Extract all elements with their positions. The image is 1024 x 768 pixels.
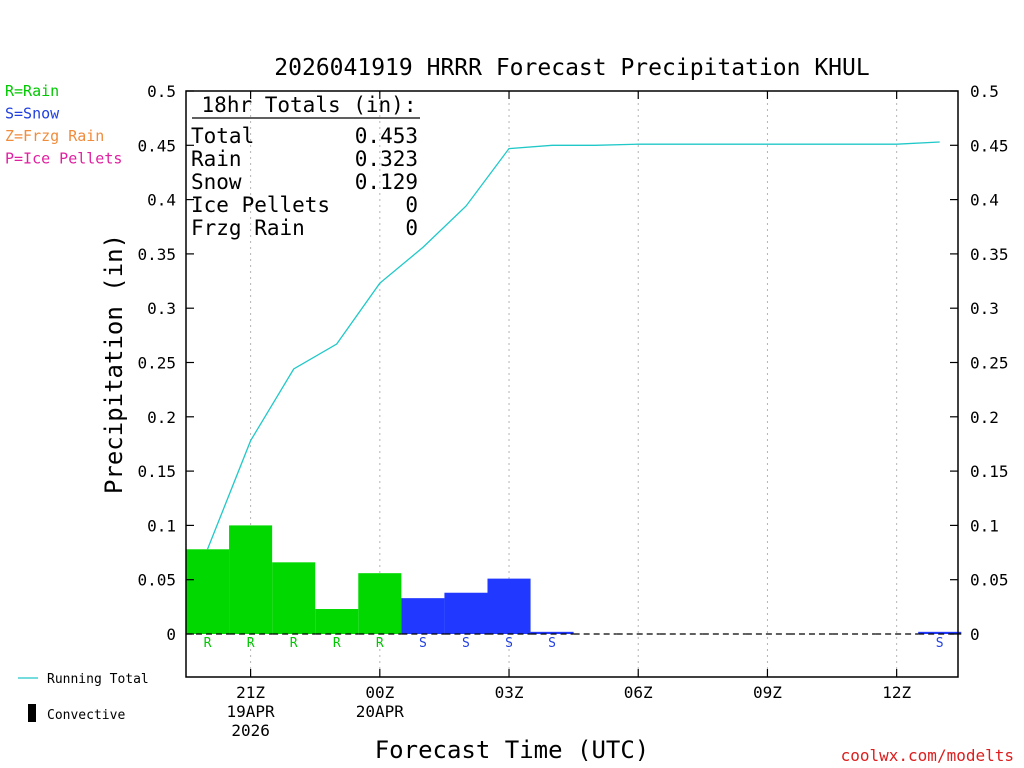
y-tick-label: 0.35 bbox=[137, 245, 176, 264]
y-tick-label: 0.4 bbox=[147, 191, 176, 210]
y-tick-label: 0.15 bbox=[970, 462, 1009, 481]
chart-title: 2026041919 HRRR Forecast Precipitation K… bbox=[274, 55, 869, 81]
convective-legend-label: Convective bbox=[47, 708, 125, 723]
x-tick-label: 03Z bbox=[495, 683, 524, 702]
totals-value: 0 bbox=[405, 193, 418, 217]
precip-bar bbox=[530, 631, 574, 634]
totals-heading: 18hr Totals (in): bbox=[202, 93, 417, 117]
y-tick-label: 0.2 bbox=[147, 408, 176, 427]
bars bbox=[186, 525, 962, 635]
precip-bar bbox=[358, 573, 402, 634]
ptype-legend: R=Rain S=Snow Z=Frzg Rain P=Ice Pellets bbox=[5, 82, 122, 168]
precip-bar bbox=[229, 525, 273, 634]
ptype-marker: S bbox=[505, 636, 513, 651]
y-tick-label: 0 bbox=[970, 625, 980, 644]
y-axis-ticks: 0 00.05 0.050.1 0.10.15 0.150.2 0.20.25 0.250.… bbox=[137, 82, 1008, 644]
convective-legend-swatch bbox=[28, 704, 36, 722]
credit-text: coolwx.com/modelts bbox=[841, 746, 1014, 765]
ptype-marker: S bbox=[548, 636, 556, 651]
y-tick-label: 0.35 bbox=[970, 245, 1009, 264]
y-tick-label: 0.2 bbox=[970, 408, 999, 427]
y-tick-label: 0.1 bbox=[970, 516, 999, 535]
y-tick-label: 0.4 bbox=[970, 191, 999, 210]
precip-bar bbox=[487, 578, 531, 634]
totals-value: 0 bbox=[405, 216, 418, 240]
y-tick-label: 0.5 bbox=[970, 82, 999, 101]
ptype-marker: R bbox=[204, 636, 212, 651]
x-tick-label: 09Z bbox=[753, 683, 782, 702]
y-tick-label: 0.45 bbox=[137, 136, 176, 155]
precip-bar bbox=[918, 631, 962, 634]
y-tick-label: 0.05 bbox=[970, 571, 1009, 590]
totals-label: Snow bbox=[191, 170, 242, 194]
ptype-marker: S bbox=[936, 636, 944, 651]
y-tick-label: 0.45 bbox=[970, 136, 1009, 155]
x-axis-title: Forecast Time (UTC) bbox=[375, 736, 650, 764]
ptype-marker: R bbox=[290, 636, 298, 651]
totals-value: 0.129 bbox=[355, 170, 418, 194]
ptype-legend-item: Z=Frzg Rain bbox=[5, 127, 104, 145]
y-tick-label: 0.3 bbox=[970, 299, 999, 318]
running-total-legend-label: Running Total bbox=[47, 672, 149, 687]
y-tick-label: 0.15 bbox=[137, 462, 176, 481]
precip-bar bbox=[186, 549, 230, 634]
ptype-marker: S bbox=[462, 636, 470, 651]
ptype-marker: R bbox=[333, 636, 341, 651]
y-axis-title: Precipitation (in) bbox=[100, 234, 128, 494]
x-tick-label: 19APR bbox=[227, 702, 276, 721]
totals-box: 18hr Totals (in): Total 0.453 Rain 0.323… bbox=[191, 93, 420, 240]
ptype-marker: S bbox=[419, 636, 427, 651]
ptype-legend-item: P=Ice Pellets bbox=[5, 150, 122, 168]
totals-label: Frzg Rain bbox=[191, 216, 305, 240]
y-tick-label: 0.25 bbox=[970, 354, 1009, 373]
precip-bar bbox=[401, 598, 445, 634]
precip-bar bbox=[315, 609, 359, 634]
x-tick-label: 20APR bbox=[356, 702, 405, 721]
x-tick-label: 21Z bbox=[236, 683, 265, 702]
x-tick-label: 2026 bbox=[231, 721, 270, 740]
grid-lines bbox=[250, 91, 898, 677]
totals-value: 0.323 bbox=[355, 147, 418, 171]
y-tick-label: 0 bbox=[166, 625, 176, 644]
totals-label: Ice Pellets bbox=[191, 193, 330, 217]
y-tick-label: 0.3 bbox=[147, 299, 176, 318]
precip-bar bbox=[444, 592, 488, 634]
totals-label: Total bbox=[191, 124, 254, 148]
totals-value: 0.453 bbox=[355, 124, 418, 148]
x-tick-label: 00Z bbox=[365, 683, 394, 702]
y-tick-label: 0.1 bbox=[147, 516, 176, 535]
ptype-legend-item: S=Snow bbox=[5, 105, 60, 123]
precip-bar bbox=[272, 562, 316, 634]
x-tick-label: 12Z bbox=[882, 683, 911, 702]
ptype-marker: R bbox=[247, 636, 255, 651]
line-legend: Running Total Convective bbox=[18, 672, 149, 723]
y-tick-label: 0.25 bbox=[137, 354, 176, 373]
y-tick-label: 0.05 bbox=[137, 571, 176, 590]
x-tick-label: 06Z bbox=[624, 683, 653, 702]
plot-frame bbox=[185, 90, 959, 678]
totals-label: Rain bbox=[191, 147, 242, 171]
ptype-marker: R bbox=[376, 636, 384, 651]
running-total-line bbox=[206, 141, 940, 550]
ptype-legend-item: R=Rain bbox=[5, 82, 59, 100]
y-tick-label: 0.5 bbox=[147, 82, 176, 101]
